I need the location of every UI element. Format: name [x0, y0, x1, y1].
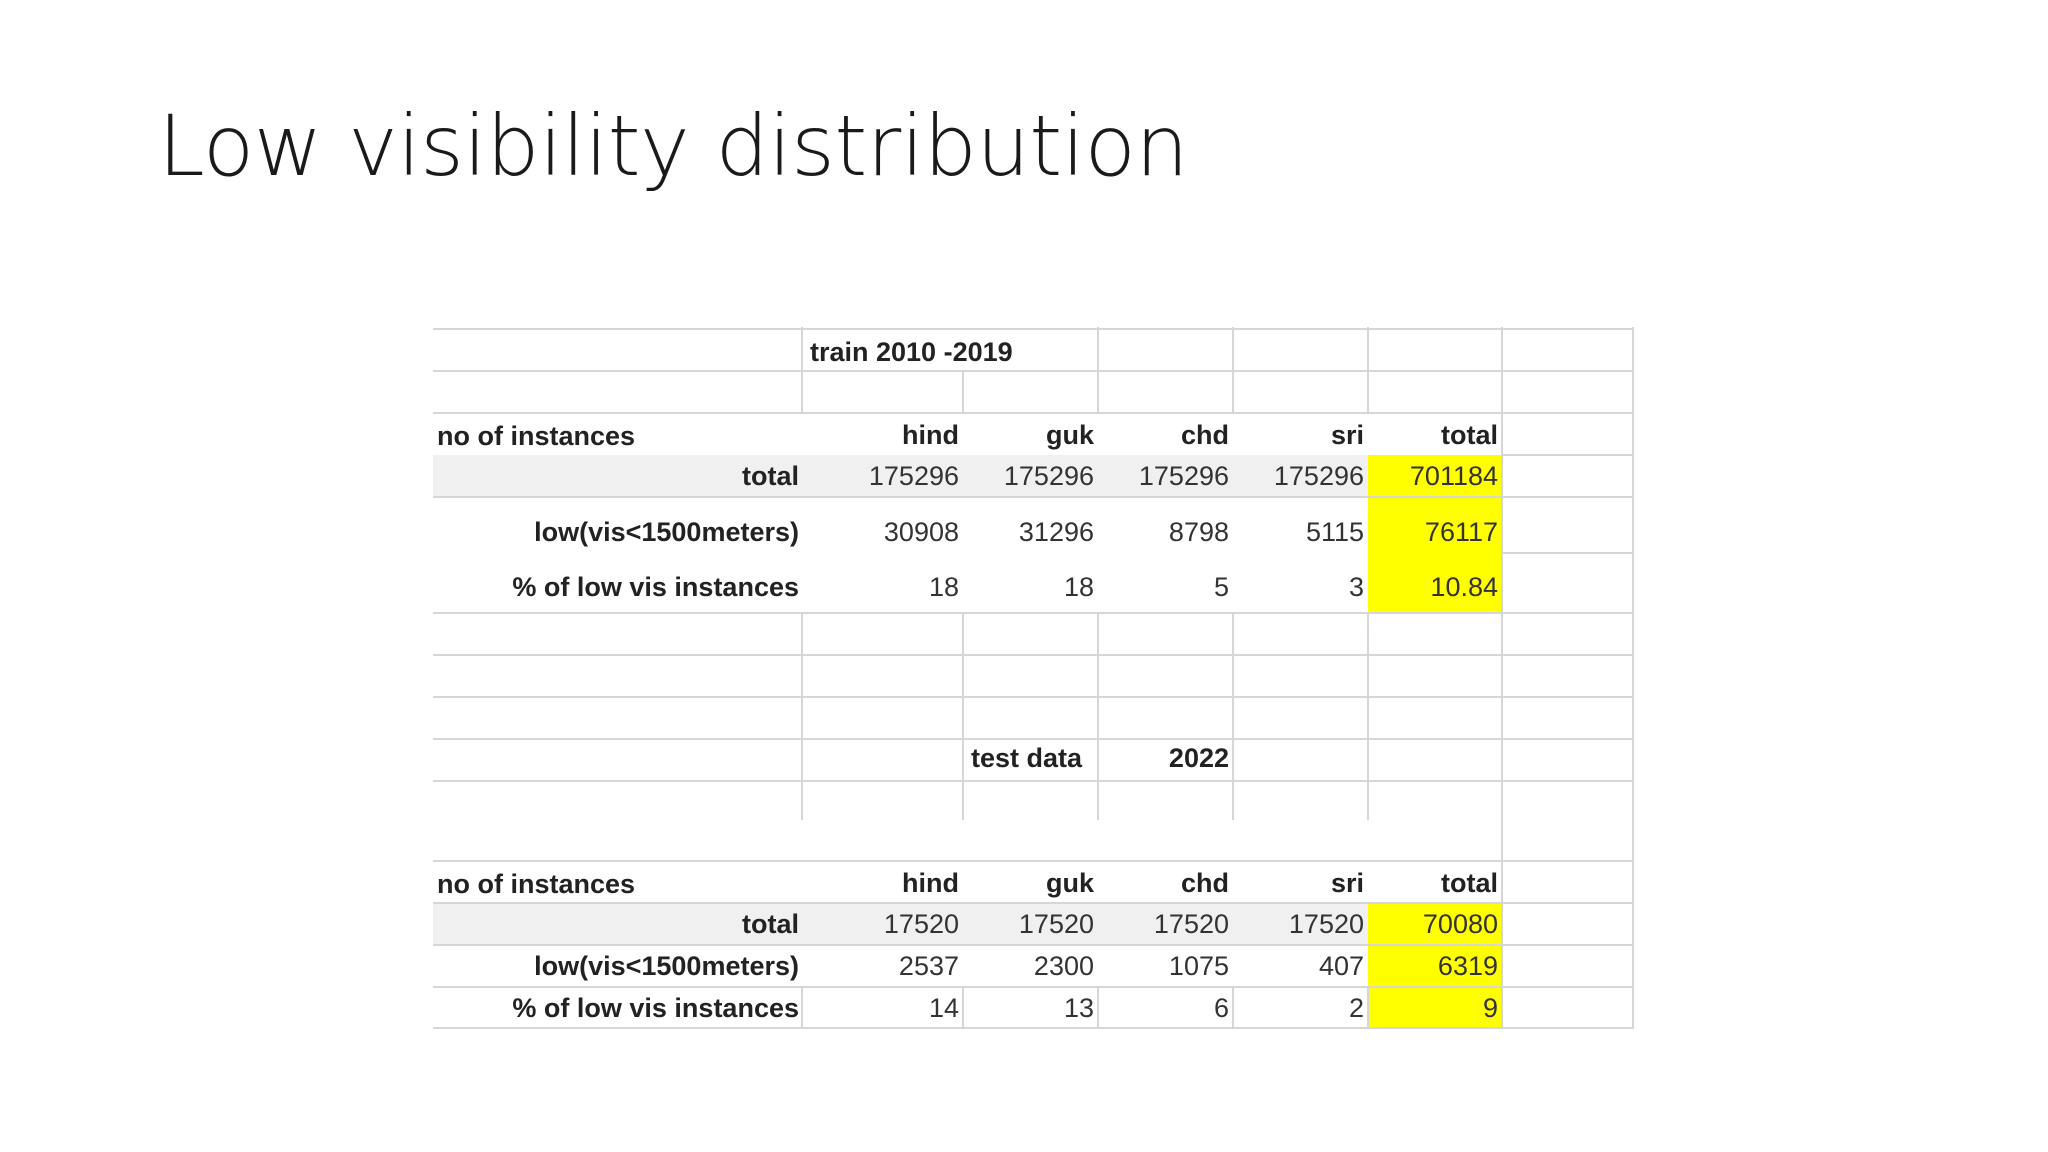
train-row-label-percent: % of low vis instances — [512, 572, 799, 602]
train-pct-total: 10.84 — [1430, 572, 1498, 602]
test-low-chd: 1075 — [1168, 951, 1229, 981]
grid-line — [433, 370, 1634, 372]
test-pct-chd: 6 — [1213, 993, 1229, 1023]
train-pct-sri: 3 — [1348, 572, 1364, 602]
grid-line — [1097, 612, 1099, 820]
grid-line — [433, 1027, 1634, 1029]
test-row-label-total: total — [742, 909, 799, 939]
test-header-row-label: no of instances — [437, 869, 636, 899]
grid-line — [962, 986, 964, 1029]
grid-line — [433, 944, 1634, 946]
test-total-guk: 17520 — [1018, 909, 1094, 939]
grid-line — [433, 412, 1634, 414]
train-total-guk: 175296 — [1003, 461, 1094, 491]
test-col-chd: chd — [1180, 868, 1229, 898]
test-row-label-low-vis: low(vis<1500meters) — [534, 951, 799, 981]
train-low-total: 76117 — [1424, 517, 1498, 547]
test-col-total: total — [1441, 868, 1498, 898]
grid-line — [962, 612, 964, 820]
train-total-chd: 175296 — [1138, 461, 1229, 491]
grid-line — [801, 986, 803, 1029]
grid-line — [1367, 327, 1369, 412]
grid-line — [433, 902, 1634, 904]
train-low-guk: 31296 — [1018, 517, 1094, 547]
test-low-sri: 407 — [1318, 951, 1364, 981]
test-pct-total: 9 — [1482, 993, 1498, 1023]
train-col-total: total — [1441, 420, 1498, 450]
grid-line — [433, 986, 1634, 988]
grid-line — [433, 860, 1634, 862]
test-low-guk: 2300 — [1033, 951, 1094, 981]
test-year: 2022 — [1168, 743, 1229, 773]
train-total-row-band — [433, 455, 1368, 496]
grid-line — [433, 738, 1634, 740]
grid-line — [433, 496, 1634, 498]
train-low-hind: 30908 — [883, 517, 959, 547]
slide-title: Low visibility distribution — [158, 97, 1189, 195]
test-period-label: test data — [971, 743, 1083, 773]
train-total-highlight — [1368, 455, 1502, 612]
train-low-sri: 5115 — [1305, 517, 1364, 547]
train-row-label-low-vis: low(vis<1500meters) — [534, 517, 799, 547]
grid-line — [433, 654, 1634, 656]
test-total-sri: 17520 — [1288, 909, 1364, 939]
grid-line — [1501, 327, 1503, 1029]
test-total-chd: 17520 — [1153, 909, 1229, 939]
test-col-guk: guk — [1045, 868, 1094, 898]
grid-line — [1367, 986, 1369, 1029]
spreadsheet-table: train 2010 -2019 no of instances hind gu… — [433, 327, 1634, 1029]
test-low-hind: 2537 — [898, 951, 959, 981]
grid-line — [801, 327, 803, 412]
test-total-row-band — [433, 903, 1368, 944]
test-col-sri: sri — [1330, 868, 1364, 898]
grid-line — [1232, 327, 1234, 412]
train-pct-chd: 5 — [1213, 572, 1229, 602]
train-header-row-label: no of instances — [437, 421, 636, 451]
grid-line — [433, 328, 1634, 330]
grid-line — [1502, 454, 1634, 456]
train-col-hind: hind — [902, 420, 959, 450]
grid-line — [962, 370, 964, 412]
test-pct-guk: 13 — [1063, 993, 1094, 1023]
test-total-total: 70080 — [1422, 909, 1498, 939]
grid-line — [1097, 327, 1099, 412]
grid-line — [1232, 986, 1234, 1029]
train-row-label-total: total — [742, 461, 799, 491]
train-total-sri: 175296 — [1273, 461, 1364, 491]
train-low-chd: 8798 — [1168, 517, 1229, 547]
train-total-total: 701184 — [1409, 461, 1498, 491]
train-col-guk: guk — [1045, 420, 1094, 450]
grid-line — [1367, 612, 1369, 820]
train-col-chd: chd — [1180, 420, 1229, 450]
grid-line — [1502, 552, 1634, 554]
train-total-hind: 175296 — [868, 461, 959, 491]
grid-line — [433, 612, 1634, 614]
test-total-hind: 17520 — [883, 909, 959, 939]
test-pct-sri: 2 — [1348, 993, 1364, 1023]
test-pct-hind: 14 — [928, 993, 959, 1023]
test-total-highlight — [1368, 903, 1502, 1029]
grid-line — [1232, 612, 1234, 820]
grid-line — [433, 780, 1634, 782]
train-pct-hind: 18 — [928, 572, 959, 602]
train-col-sri: sri — [1330, 420, 1364, 450]
grid-line — [1097, 986, 1099, 1029]
grid-line — [801, 612, 803, 820]
test-row-label-percent: % of low vis instances — [512, 993, 799, 1023]
train-pct-guk: 18 — [1063, 572, 1094, 602]
test-low-total: 6319 — [1437, 951, 1498, 981]
train-period-label: train 2010 -2019 — [810, 337, 1013, 367]
test-col-hind: hind — [902, 868, 959, 898]
grid-line — [1632, 327, 1634, 1029]
grid-line — [433, 696, 1634, 698]
